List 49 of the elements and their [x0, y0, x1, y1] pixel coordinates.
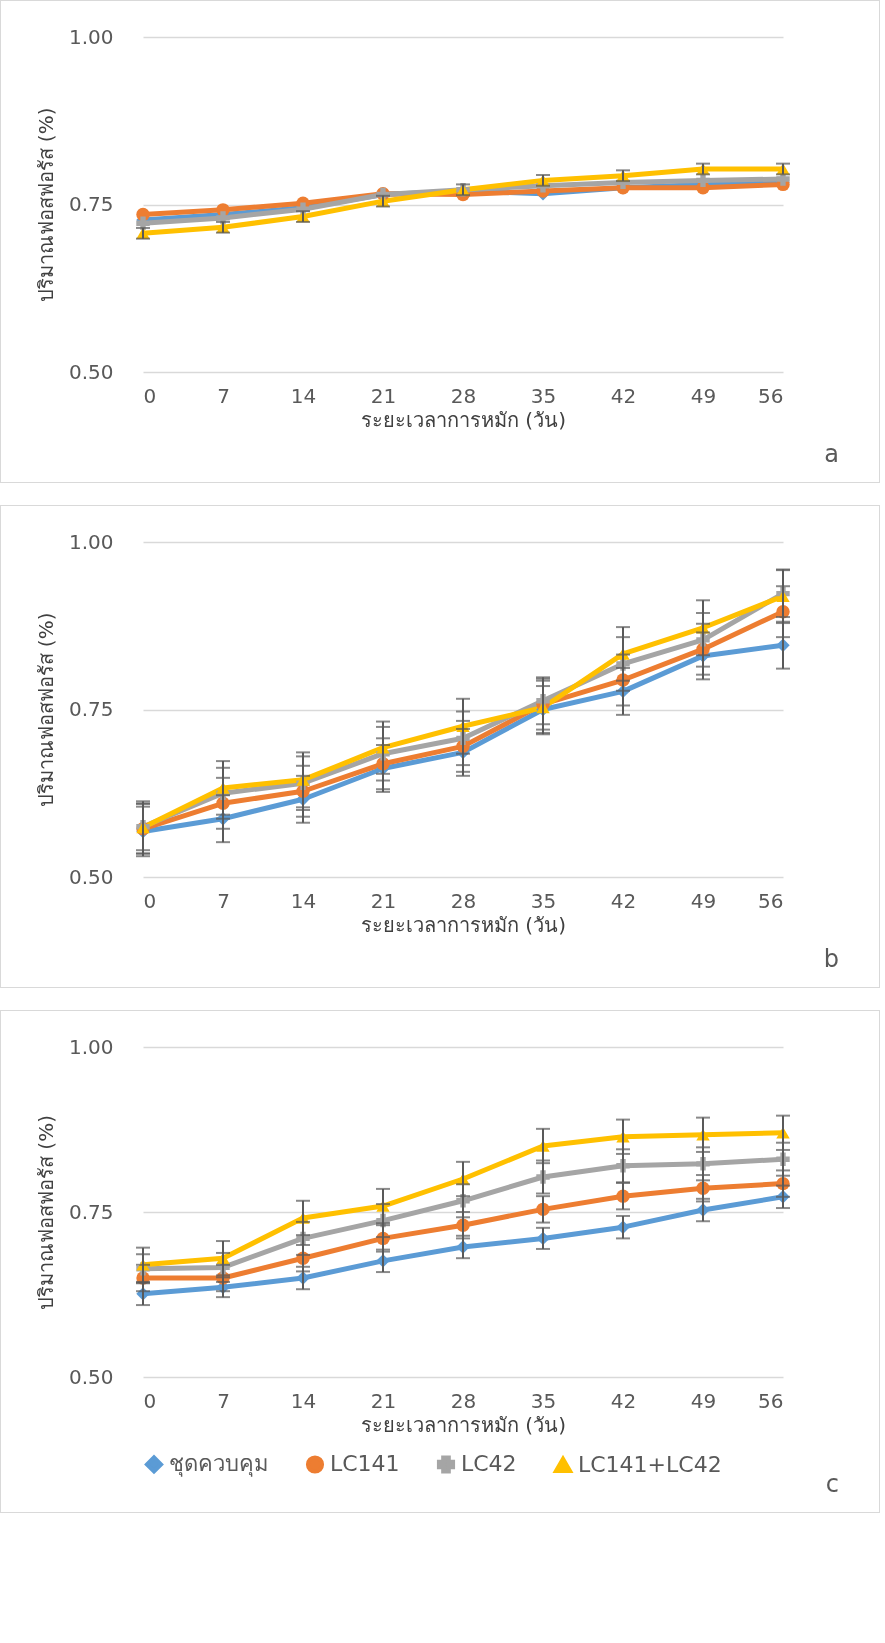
- x-tick-label: 49: [690, 888, 717, 913]
- y-axis-title: ปริมาณฟอสฟอรัส (%): [33, 107, 58, 303]
- y-axis-title: ปริมาณฟอสฟอรัส (%): [33, 1115, 58, 1310]
- text: c: [825, 1470, 839, 1498]
- x-tick-label: 42: [610, 383, 637, 408]
- y-tick-label: 0.75: [68, 1199, 114, 1224]
- x-tick-label: 28: [450, 383, 477, 408]
- x-tick-label: 0: [143, 1388, 157, 1413]
- x-tick-label: 28: [450, 888, 477, 913]
- y-tick-label: 0.75: [68, 192, 114, 216]
- x-tick-label: 14: [290, 1388, 317, 1413]
- x-tick-label: 14: [290, 888, 317, 913]
- x-tick-label: 35: [530, 383, 557, 408]
- x-tick-label: 0: [143, 383, 157, 408]
- legend-label: LC42: [461, 1451, 517, 1477]
- y-tick-label: 0.50: [68, 864, 114, 889]
- legend-label: ชุดควบคุม: [169, 1451, 269, 1478]
- y-tick-label: 1.00: [68, 529, 114, 554]
- x-tick-label: 7: [217, 1388, 230, 1413]
- legend-label: LC141: [330, 1451, 400, 1477]
- text: b: [823, 945, 839, 973]
- x-tick-label: 21: [370, 888, 397, 913]
- x-tick-label: 49: [690, 383, 717, 408]
- x-axis-title: ระยะเวลาการหมัก (วัน): [361, 912, 566, 937]
- x-tick-label: 21: [370, 383, 397, 408]
- x-tick-label: 42: [610, 1388, 637, 1413]
- x-tick-label: 7: [217, 383, 230, 408]
- x-tick-label: 7: [217, 888, 230, 913]
- x-tick-label: 49: [690, 1388, 717, 1413]
- legend-label: LC141+LC42: [578, 1451, 722, 1477]
- text: a: [824, 440, 839, 468]
- y-tick-label: 0.50: [68, 1364, 114, 1389]
- x-tick-label: 14: [290, 383, 317, 408]
- y-tick-label: 1.00: [68, 1034, 114, 1059]
- x-tick-label: 21: [370, 1388, 397, 1413]
- x-tick-label: 56: [758, 1388, 784, 1413]
- x-tick-label: 56: [758, 383, 784, 408]
- x-tick-label: 28: [450, 1388, 477, 1413]
- x-tick-label: 56: [758, 888, 784, 913]
- x-tick-label: 0: [143, 888, 157, 913]
- x-tick-label: 35: [530, 888, 557, 913]
- x-axis-title: ระยะเวลาการหมัก (วัน): [361, 1412, 566, 1437]
- y-tick-label: 0.50: [68, 359, 114, 384]
- x-tick-label: 42: [610, 888, 637, 913]
- y-tick-label: 0.75: [68, 697, 114, 721]
- x-tick-label: 35: [530, 1388, 557, 1413]
- y-axis-title: ปริมาณฟอสฟอรัส (%): [33, 612, 58, 808]
- x-axis-title: ระยะเวลาการหมัก (วัน): [361, 407, 566, 432]
- y-tick-label: 1.00: [68, 24, 114, 49]
